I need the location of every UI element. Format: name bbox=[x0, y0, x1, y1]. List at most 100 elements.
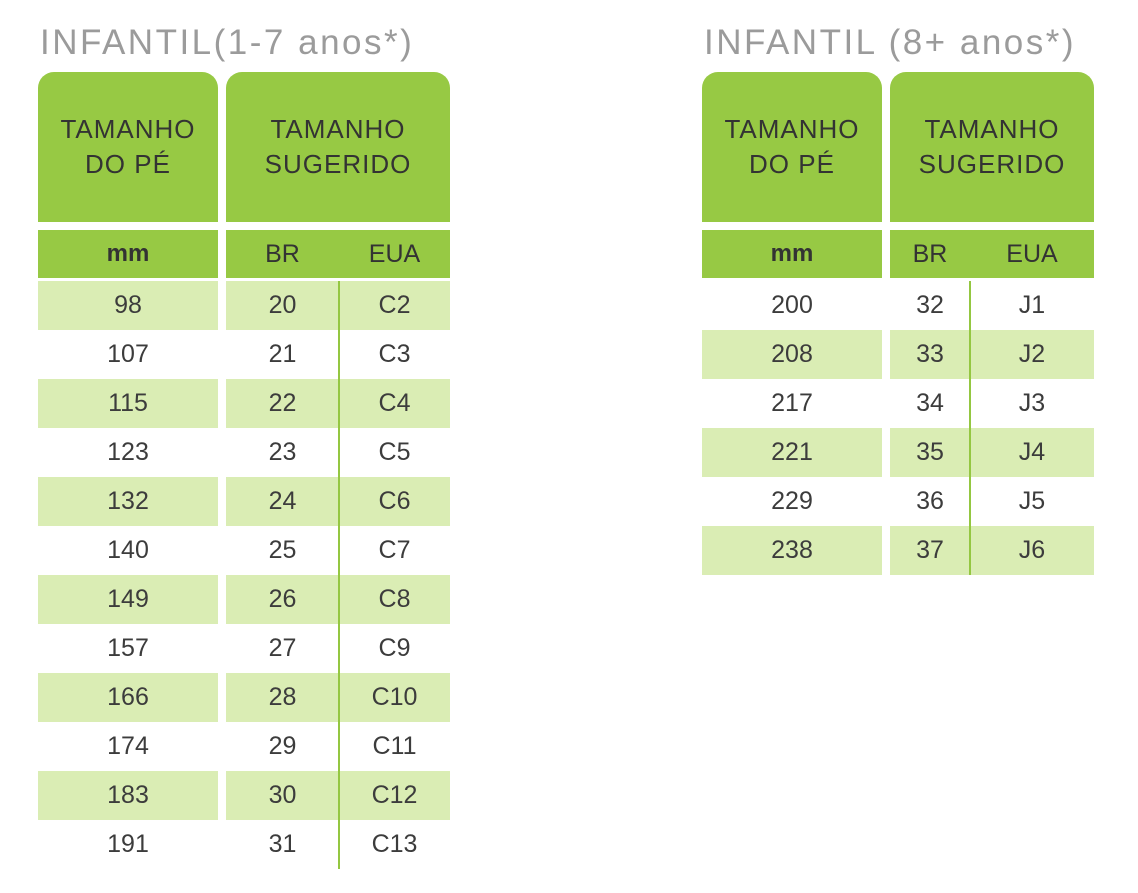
mm-row: 217 bbox=[771, 389, 813, 417]
size-row: 34 J3 bbox=[890, 379, 1094, 428]
br-cell: 28 bbox=[268, 683, 297, 711]
eua-cell: J5 bbox=[1018, 487, 1046, 515]
mm-rows: 200 208 217 221 229 238 bbox=[702, 281, 882, 575]
size-row: 35 J4 bbox=[890, 428, 1094, 477]
mm-row: 107 bbox=[107, 340, 149, 368]
header-line-1: TAMANHO bbox=[924, 114, 1060, 144]
eua-cell: C2 bbox=[378, 291, 411, 319]
header-line-1: TAMANHO bbox=[724, 114, 860, 144]
header-line-2: SUGERIDO bbox=[918, 149, 1066, 179]
unit-label-mm: mm bbox=[38, 230, 218, 278]
size-row: 29 C11 bbox=[226, 722, 450, 771]
sub-header-row: BR EUA bbox=[890, 230, 1094, 278]
eua-cell: J1 bbox=[1018, 291, 1046, 319]
header-tamanho-do-pe: TAMANHO DO PÉ bbox=[38, 72, 218, 222]
eua-cell: C12 bbox=[371, 781, 418, 809]
mm-row: 208 bbox=[702, 330, 882, 379]
br-eua-divider bbox=[338, 281, 340, 869]
br-cell: 23 bbox=[268, 438, 297, 466]
size-row: 32 J1 bbox=[890, 281, 1094, 330]
br-eua-divider bbox=[969, 281, 971, 575]
eua-column-label: EUA bbox=[1006, 239, 1058, 268]
mm-row: 191 bbox=[107, 830, 149, 858]
br-column-label: BR bbox=[912, 239, 948, 268]
eua-cell: C13 bbox=[371, 830, 418, 858]
eua-cell: C4 bbox=[378, 389, 411, 417]
br-cell: 34 bbox=[916, 389, 944, 417]
br-column-label: BR bbox=[265, 239, 300, 268]
eua-column-label: EUA bbox=[368, 239, 421, 268]
size-rows: 20 C2 21 C3 22 C4 23 C5 24 C6 25 C7 26 C8 27 C9 28 C10 29 C… bbox=[226, 281, 450, 869]
header-tamanho-sugerido: TAMANHO SUGERIDO bbox=[890, 72, 1094, 222]
eua-cell: C10 bbox=[371, 683, 418, 711]
mm-rows: 98 107 115 123 132 140 149 157 166 174 183 191 bbox=[38, 281, 218, 869]
eua-cell: C11 bbox=[372, 732, 417, 760]
br-cell: 26 bbox=[268, 585, 297, 613]
header-line-1: TAMANHO bbox=[60, 114, 196, 144]
header-line-2: DO PÉ bbox=[85, 149, 171, 179]
mm-row: 183 bbox=[38, 771, 218, 820]
column-foot-size: TAMANHO DO PÉ mm 98 107 115 123 132 140 149 157… bbox=[38, 72, 218, 869]
eua-cell: C6 bbox=[378, 487, 411, 515]
mm-row: 132 bbox=[38, 477, 218, 526]
br-cell: 33 bbox=[916, 340, 944, 368]
header-line-1: TAMANHO bbox=[270, 114, 406, 144]
eua-cell: C9 bbox=[378, 634, 411, 662]
header-tamanho-sugerido: TAMANHO SUGERIDO bbox=[226, 72, 450, 222]
eua-cell: J2 bbox=[1018, 340, 1046, 368]
eua-cell: J3 bbox=[1018, 389, 1046, 417]
eua-cell: J6 bbox=[1018, 536, 1046, 564]
br-cell: 36 bbox=[916, 487, 944, 515]
mm-row: 157 bbox=[107, 634, 149, 662]
column-suggested-size: TAMANHO SUGERIDO BR EUA 32 J1 33 J2 34 J3 35 J4… bbox=[890, 72, 1094, 575]
br-cell: 30 bbox=[268, 781, 297, 809]
mm-row: 174 bbox=[107, 732, 149, 760]
mm-row: 140 bbox=[107, 536, 149, 564]
mm-row: 98 bbox=[38, 281, 218, 330]
br-cell: 24 bbox=[268, 487, 297, 515]
mm-row: 200 bbox=[771, 291, 813, 319]
column-suggested-size: TAMANHO SUGERIDO BR EUA 20 C2 21 C3 22 C4 23 C5… bbox=[226, 72, 450, 869]
eua-cell: C3 bbox=[378, 340, 411, 368]
table-title-infantil-8-plus: INFANTIL (8+ anos*) bbox=[704, 23, 1077, 62]
mm-row: 229 bbox=[771, 487, 813, 515]
mm-row: 238 bbox=[702, 526, 882, 575]
eua-cell: J4 bbox=[1018, 438, 1046, 466]
header-line-2: SUGERIDO bbox=[264, 149, 412, 179]
mm-row: 115 bbox=[38, 379, 218, 428]
br-cell: 21 bbox=[268, 340, 297, 368]
br-cell: 25 bbox=[268, 536, 297, 564]
column-foot-size: TAMANHO DO PÉ mm 200 208 217 221 229 238 bbox=[702, 72, 882, 575]
size-row: 31 C13 bbox=[226, 820, 450, 869]
br-cell: 29 bbox=[268, 732, 297, 760]
unit-label-mm: mm bbox=[702, 230, 882, 278]
size-row: 36 J5 bbox=[890, 477, 1094, 526]
size-row: 37 J6 bbox=[890, 526, 1094, 575]
size-table-infantil-1-7: INFANTIL(1-7 anos*) TAMANHO DO PÉ mm 98 1… bbox=[38, 24, 450, 869]
table-grid: TAMANHO DO PÉ mm 200 208 217 221 229 238 TAMA… bbox=[702, 72, 1094, 575]
size-row: 33 J2 bbox=[890, 330, 1094, 379]
size-table-infantil-8-plus: INFANTIL (8+ anos*) TAMANHO DO PÉ mm 200… bbox=[702, 24, 1094, 575]
mm-row: 123 bbox=[107, 438, 149, 466]
sub-header-row: BR EUA bbox=[226, 230, 450, 278]
br-cell: 20 bbox=[268, 291, 297, 319]
table-title-infantil-1-7: INFANTIL(1-7 anos*) bbox=[40, 23, 415, 62]
table-grid: TAMANHO DO PÉ mm 98 107 115 123 132 140 149 157… bbox=[38, 72, 450, 869]
eua-cell: C8 bbox=[378, 585, 411, 613]
mm-row: 166 bbox=[38, 673, 218, 722]
header-tamanho-do-pe: TAMANHO DO PÉ bbox=[702, 72, 882, 222]
br-cell: 35 bbox=[916, 438, 944, 466]
mm-row: 149 bbox=[38, 575, 218, 624]
br-cell: 27 bbox=[268, 634, 297, 662]
header-line-2: DO PÉ bbox=[749, 149, 835, 179]
size-row: 23 C5 bbox=[226, 428, 450, 477]
size-row: 25 C7 bbox=[226, 526, 450, 575]
mm-row: 221 bbox=[702, 428, 882, 477]
size-rows: 32 J1 33 J2 34 J3 35 J4 36 J5 37 J6 bbox=[890, 281, 1094, 575]
size-row: 27 C9 bbox=[226, 624, 450, 673]
size-row: 21 C3 bbox=[226, 330, 450, 379]
br-cell: 22 bbox=[268, 389, 297, 417]
br-cell: 31 bbox=[268, 830, 297, 858]
br-cell: 37 bbox=[916, 536, 944, 564]
